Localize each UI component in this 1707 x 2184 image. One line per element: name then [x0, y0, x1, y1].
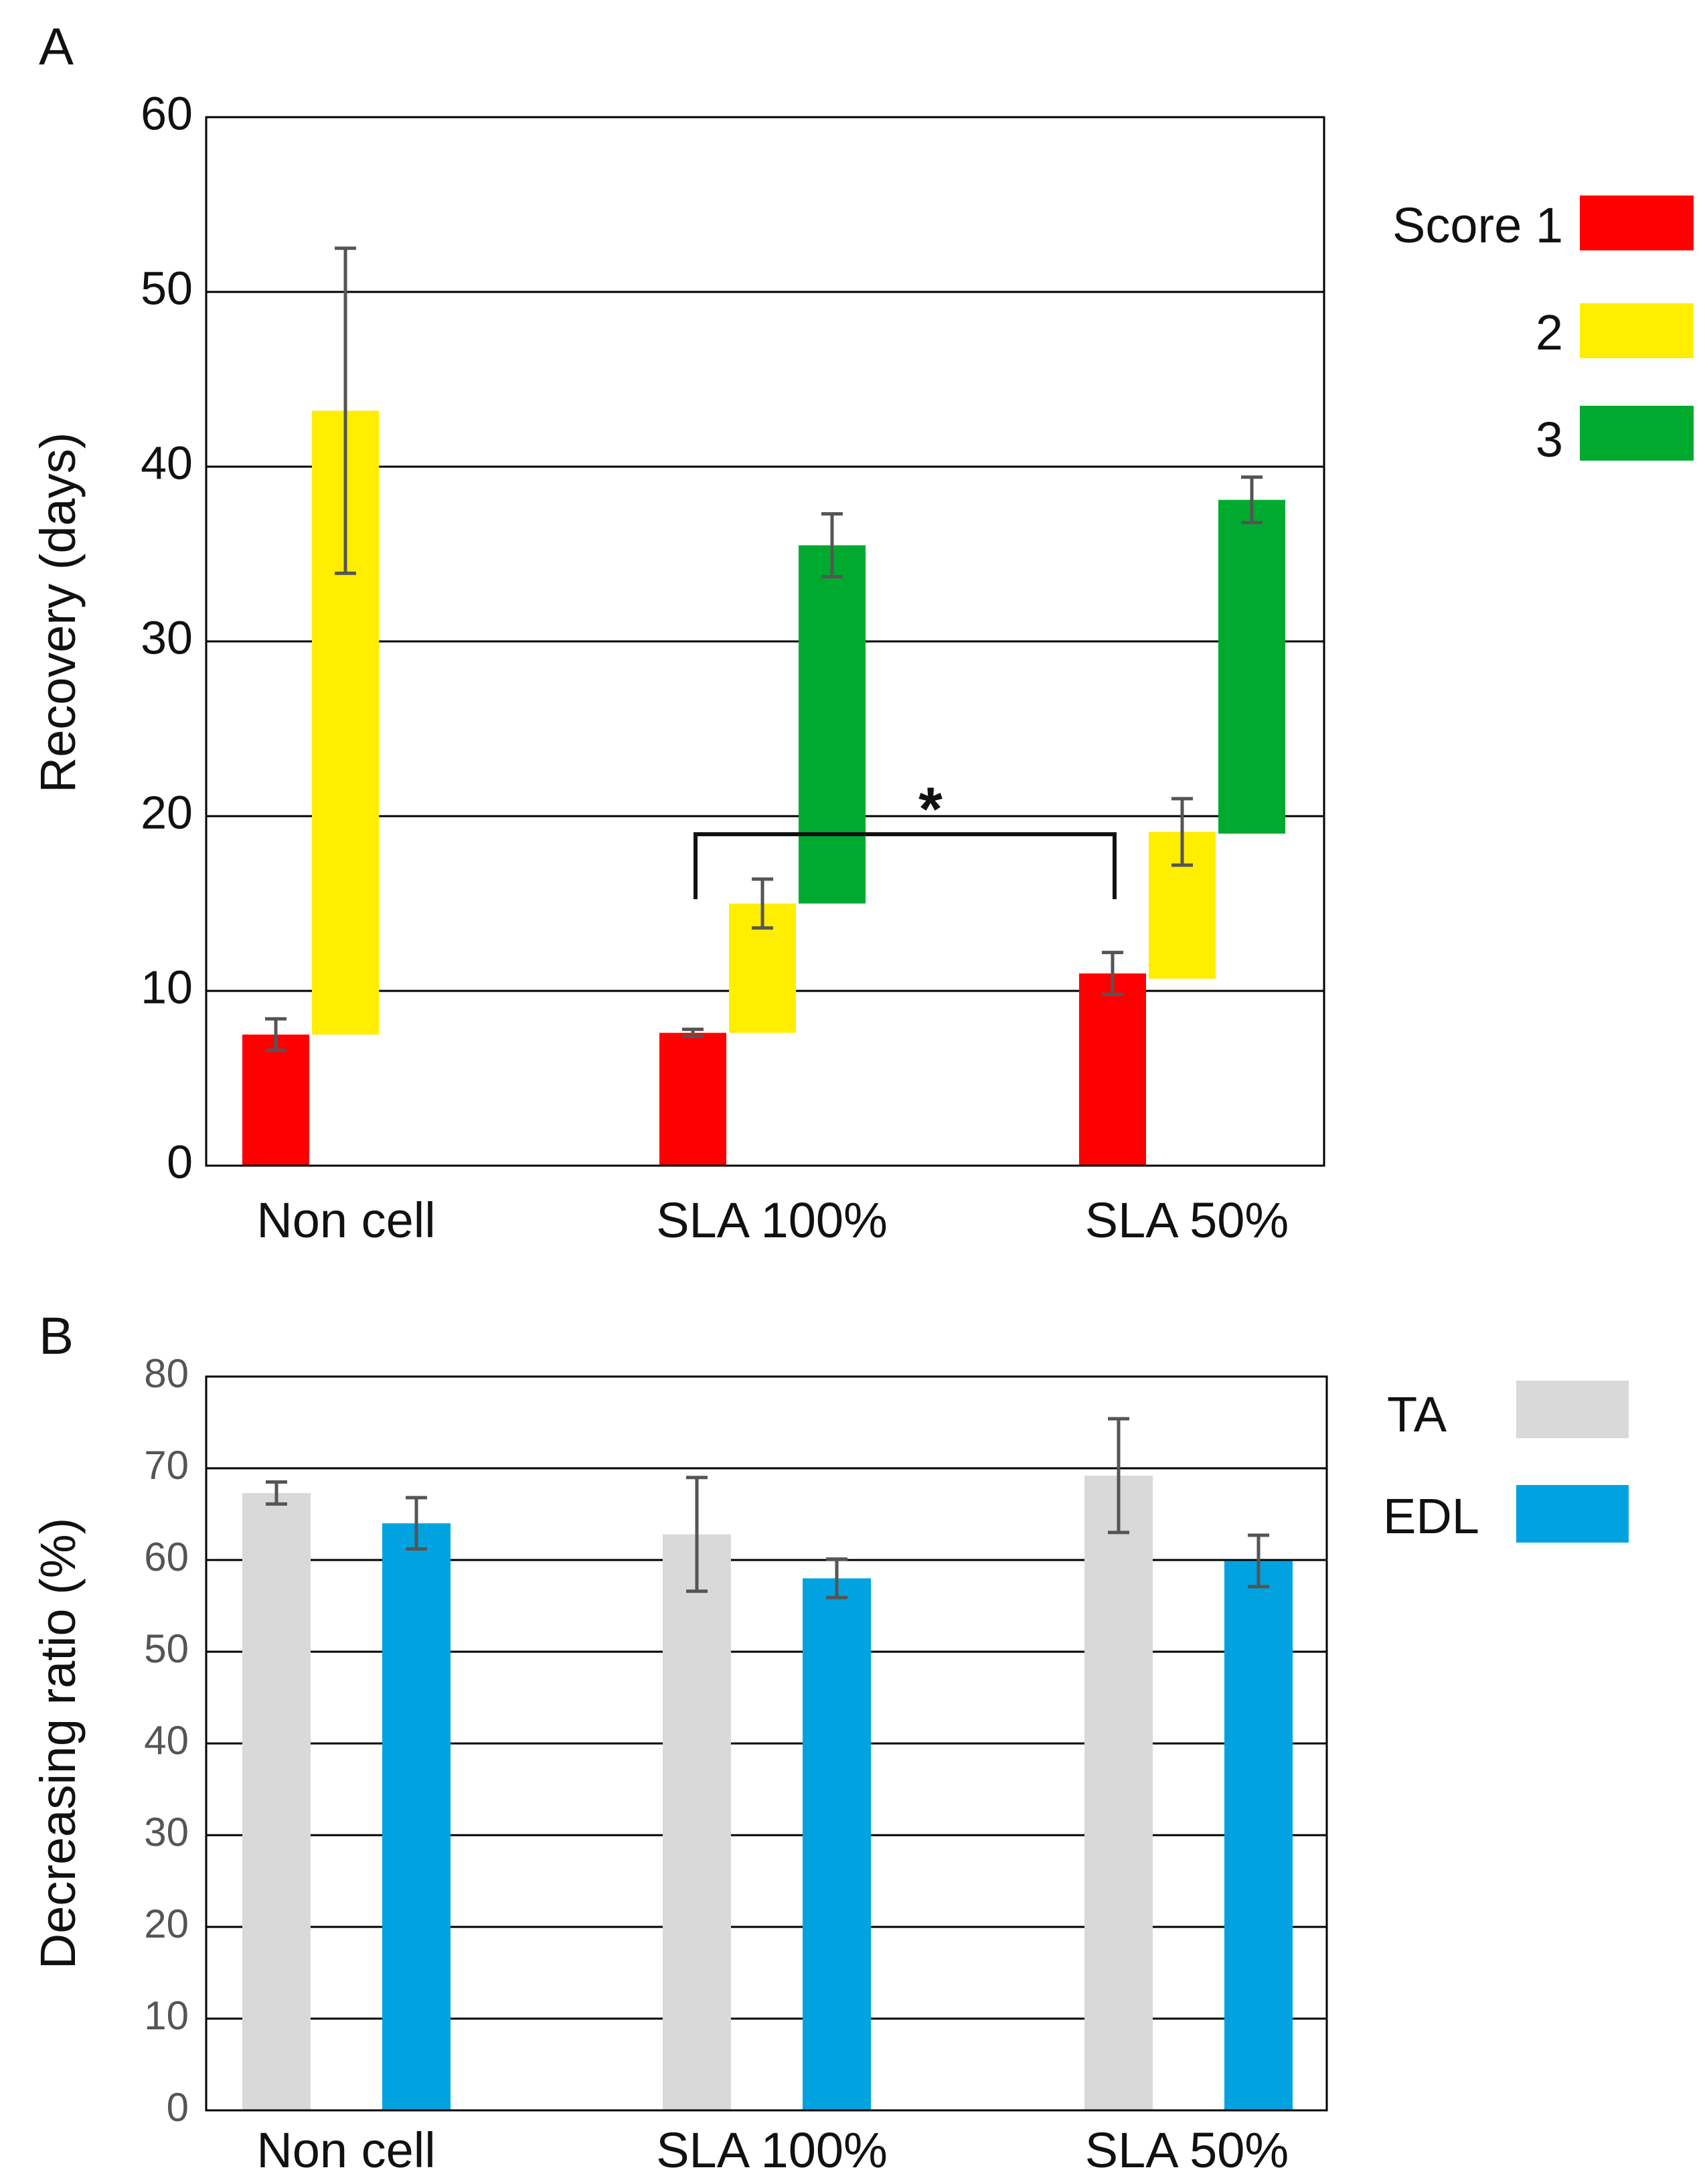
error-bar-score-score-1-non-cell	[265, 1017, 287, 1052]
legend-swatch-score-2	[1580, 303, 1694, 358]
legend-label-score-2: 2	[1536, 305, 1563, 360]
panel-a-xticks: Non cell SLA 100% SLA 50%	[256, 1192, 1289, 1248]
bar-ta-sla-50	[1084, 1475, 1153, 2110]
legend-label-score-1: Score 1	[1392, 198, 1563, 253]
panel-a-ytick-label: 10	[141, 961, 193, 1013]
panel-a: A 0 10 20 30 40 50 60 Recovery (days) * …	[30, 17, 1694, 1248]
panel-a-xtick-label: SLA 50%	[1085, 1192, 1289, 1248]
panel-a-xtick-label: SLA 100%	[656, 1192, 888, 1248]
bar-score-score-1-non-cell	[242, 1034, 309, 1166]
legend-swatch-ta	[1516, 1381, 1629, 1438]
panel-a-ytick-label: 60	[141, 87, 193, 139]
significance-asterisk: *	[918, 775, 943, 844]
error-bar-score-3-sla-50	[1241, 475, 1263, 525]
bar-score-3-sla-50	[1218, 499, 1285, 834]
panel-b-legend: TA EDL	[1383, 1381, 1629, 1544]
panel-b-ytick-label: 30	[144, 1810, 189, 1855]
panel-a-error-bars	[265, 246, 1263, 1052]
legend-swatch-score-1	[1580, 196, 1694, 250]
panel-b-ytick-label: 80	[144, 1351, 189, 1396]
bar-edl-sla-50	[1224, 1561, 1293, 2110]
panel-a-label: A	[39, 17, 74, 76]
panel-a-plot-frame	[205, 116, 1325, 1167]
legend-label-edl: EDL	[1383, 1488, 1479, 1544]
bar-score-score-1-sla-100	[659, 1032, 726, 1166]
panel-b-ytick-label: 70	[144, 1443, 189, 1488]
error-bar-score-2-sla-50	[1171, 797, 1193, 867]
bar-score-3-sla-100	[799, 545, 866, 904]
panel-b-plot-frame	[205, 1375, 1328, 2112]
error-bar-edl-sla-50	[1248, 1533, 1269, 1589]
panel-b-gridlines	[206, 1467, 1327, 2020]
error-bar-score-3-sla-100	[821, 512, 843, 578]
error-bar-ta-sla-50	[1108, 1417, 1129, 1535]
legend-swatch-score-3	[1580, 406, 1694, 461]
panel-b-ytick-label: 20	[144, 1901, 189, 1946]
error-bar-ta-sla-100	[686, 1476, 708, 1593]
significance-bracket: *	[694, 775, 1117, 899]
legend-label-score-3: 3	[1536, 412, 1563, 467]
panel-b-ytick-label: 10	[144, 1993, 189, 2038]
error-bar-score-2-sla-100	[752, 877, 773, 930]
bar-score-score-1-sla-50	[1079, 973, 1146, 1166]
panel-a-ytick-label: 0	[167, 1136, 193, 1188]
panel-a-xtick-label: Non cell	[256, 1192, 435, 1248]
panel-b-bars	[242, 1475, 1293, 2110]
error-bar-edl-non-cell	[406, 1496, 427, 1551]
significance-bracket-line	[694, 832, 1117, 899]
bar-ta-non-cell	[242, 1492, 311, 2110]
panel-a-ylabel: Recovery (days)	[30, 433, 86, 793]
panel-b-xtick-label: SLA 100%	[656, 2122, 888, 2178]
panel-a-ytick-label: 40	[141, 437, 193, 489]
bar-edl-non-cell	[382, 1523, 451, 2110]
panel-b-xticks: Non cell SLA 100% SLA 50%	[256, 2122, 1289, 2178]
error-bar-score-2-non-cell	[335, 246, 356, 575]
panel-b-xtick-label: Non cell	[256, 2122, 435, 2178]
panel-b-ytick-label: 0	[167, 2085, 189, 2130]
panel-a-ytick-label: 30	[141, 611, 193, 664]
panel-b-ylabel: Decreasing ratio (%)	[30, 1518, 86, 1969]
panel-b-xtick-label: SLA 50%	[1085, 2122, 1289, 2178]
panel-a-yticks: 0 10 20 30 40 50 60	[141, 87, 193, 1188]
error-bar-edl-sla-100	[826, 1557, 847, 1600]
panel-b-ytick-label: 60	[144, 1535, 189, 1579]
panel-b-ytick-label: 40	[144, 1718, 189, 1763]
panel-b-yticks: 0 10 20 30 40 50 60 70 80	[144, 1351, 189, 2130]
error-bar-score-score-1-sla-100	[682, 1027, 704, 1038]
panel-b-label: B	[39, 1306, 74, 1365]
legend-swatch-edl	[1516, 1485, 1629, 1543]
panel-a-bars	[242, 410, 1285, 1166]
error-bar-score-score-1-sla-50	[1102, 951, 1123, 996]
bar-edl-sla-100	[803, 1578, 871, 2110]
panel-b-error-bars	[266, 1417, 1269, 1600]
panel-a-legend: Score 1 2 3	[1392, 196, 1694, 467]
panel-b: B 0 10 20 30 40 50 60 70 80 Decreasing r…	[30, 1306, 1629, 2178]
error-bar-ta-non-cell	[266, 1480, 287, 1506]
bar-ta-sla-100	[663, 1534, 731, 2110]
panel-a-ytick-label: 50	[141, 262, 193, 314]
legend-label-ta: TA	[1387, 1387, 1447, 1442]
panel-a-ytick-label: 20	[141, 786, 193, 838]
panel-b-ytick-label: 50	[144, 1626, 189, 1671]
